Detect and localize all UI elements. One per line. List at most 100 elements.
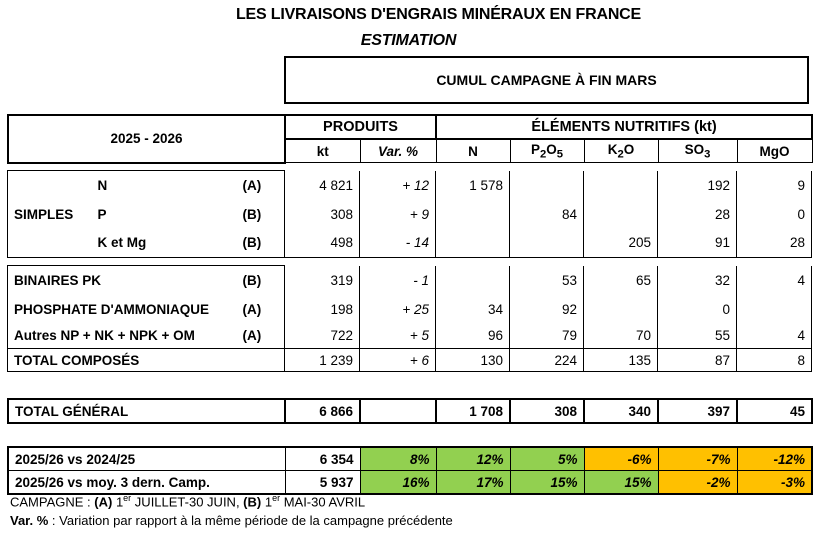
table-cell: 28 (736, 228, 812, 258)
n-header: N (435, 138, 511, 163)
table-cell: 1 239 (284, 348, 360, 372)
table-cell: 308 (509, 398, 585, 424)
kt-header: kt (284, 138, 361, 163)
table-cell (359, 398, 437, 424)
table-cell: + 25 (359, 294, 436, 324)
mgo-header: MgO (736, 138, 813, 163)
table-cell: 192 (657, 170, 737, 200)
total-general-table: TOTAL GÉNÉRAL 6 866 1 708 308 340 397 45 (7, 398, 813, 424)
k2o-header: K2O (583, 138, 659, 163)
table-cell: 70 (583, 323, 658, 349)
table-cell (509, 228, 584, 258)
page-title: LES LIVRAISONS D'ENGRAIS MINÉRAUX EN FRA… (235, 6, 642, 23)
table-cell: 17% (435, 470, 511, 495)
table-cell: 5 937 (284, 470, 361, 495)
var-header: Var. % (359, 138, 437, 163)
table-cell: -7% (657, 446, 738, 471)
row-code: (A) (236, 294, 285, 324)
so3-header: SO3 (657, 138, 738, 163)
table-cell: 79 (509, 323, 584, 349)
table-cell: + 6 (359, 348, 436, 372)
simples-kmg-name: K et Mg (91, 228, 237, 258)
table-cell: 55 (657, 323, 737, 349)
table-cell: 34 (435, 294, 510, 324)
row-label: PHOSPHATE D'AMMONIAQUE (7, 294, 237, 324)
table-cell: 45 (736, 398, 813, 424)
table-cell: 9 (736, 170, 812, 200)
table-cell (509, 170, 584, 200)
table-cell: 32 (657, 265, 737, 295)
simples-group-label: SIMPLES (7, 199, 92, 229)
table-cell: 16% (359, 470, 437, 495)
table-cell (435, 228, 510, 258)
table-cell: 0 (736, 199, 812, 229)
simples-p-code: (B) (236, 199, 285, 229)
simples-p-name: P (97, 206, 107, 222)
table-cell: -3% (736, 470, 813, 495)
table-cell (736, 294, 812, 324)
table-cell: 6 354 (284, 446, 361, 471)
table-cell: + 12 (359, 170, 436, 200)
table-cell: 84 (509, 199, 584, 229)
table-cell: 1 578 (435, 170, 510, 200)
footnote-campagne: CAMPAGNE : (A) 1er JUILLET-30 JUIN, (B) … (10, 493, 366, 510)
table-cell: -2% (657, 470, 738, 495)
table-cell: 0 (657, 294, 737, 324)
produits-header: PRODUITS (283, 114, 438, 140)
table-cell: 8% (359, 446, 437, 471)
table-cell: + 9 (359, 199, 436, 229)
table-cell (583, 199, 658, 229)
table-cell: 5% (509, 446, 585, 471)
row-code: (B) (236, 265, 285, 295)
table-cell: 722 (284, 323, 360, 349)
total-general-label: TOTAL GÉNÉRAL (7, 398, 286, 424)
table-cell: 92 (509, 294, 584, 324)
table-cell: - 14 (359, 228, 436, 258)
table-cell: 53 (509, 265, 584, 295)
table-cell: 1 708 (435, 398, 511, 424)
footnote-variation: Var. % : Variation par rapport à la même… (10, 513, 453, 528)
season-header: 2025 - 2026 (7, 114, 286, 164)
row-code: (A) (236, 323, 285, 349)
table-cell: -6% (583, 446, 659, 471)
table-cell: 12% (435, 446, 511, 471)
table-cell: 4 (736, 323, 812, 349)
simples-n-code: (A) (236, 170, 285, 200)
elements-header: ÉLÉMENTS NUTRITIFS (kt) (435, 114, 814, 140)
simples-n-name: N (91, 170, 237, 200)
table-cell (583, 170, 658, 200)
table-cell: + 5 (359, 323, 436, 349)
simples-table: N (A) 4 821 + 12 1 578 192 9 SIMPLES P (… (7, 170, 812, 258)
table-cell: - 1 (359, 265, 436, 295)
table-cell: 205 (583, 228, 658, 258)
simples-kmg-code: (B) (236, 228, 285, 258)
table-cell: 340 (583, 398, 659, 424)
table-cell (435, 199, 510, 229)
comparison-label: 2025/26 vs 2024/25 (7, 446, 286, 471)
table-cell: 4 821 (284, 170, 360, 200)
table-cell: 15% (509, 470, 585, 495)
comparison-table: 2025/26 vs 2024/25 6 354 8% 12% 5% -6% -… (7, 446, 813, 495)
table-cell: -12% (736, 446, 813, 471)
comparison-label: 2025/26 vs moy. 3 dern. Camp. (7, 470, 286, 495)
table-cell: 498 (284, 228, 360, 258)
table-cell: 198 (284, 294, 360, 324)
table-cell: 15% (583, 470, 659, 495)
table-cell: 135 (583, 348, 658, 372)
table-cell (435, 265, 510, 295)
table-cell: 65 (583, 265, 658, 295)
table-cell: 4 (736, 265, 812, 295)
row-label: Autres NP + NK + NPK + OM (7, 323, 237, 349)
row-label: BINAIRES PK (7, 265, 237, 295)
table-cell: 397 (657, 398, 738, 424)
composes-table: BINAIRES PK (B) 319 - 1 53 65 32 4 PHOSP… (7, 265, 812, 372)
table-cell: 87 (657, 348, 737, 372)
page-subtitle: ESTIMATION (360, 32, 457, 49)
p2o5-header: P2O5 (509, 138, 585, 163)
table-cell: 8 (736, 348, 812, 372)
table-cell: 96 (435, 323, 510, 349)
table-cell: 319 (284, 265, 360, 295)
table-cell: 6 866 (284, 398, 361, 424)
table-cell: 28 (657, 199, 737, 229)
table-cell: 130 (435, 348, 510, 372)
